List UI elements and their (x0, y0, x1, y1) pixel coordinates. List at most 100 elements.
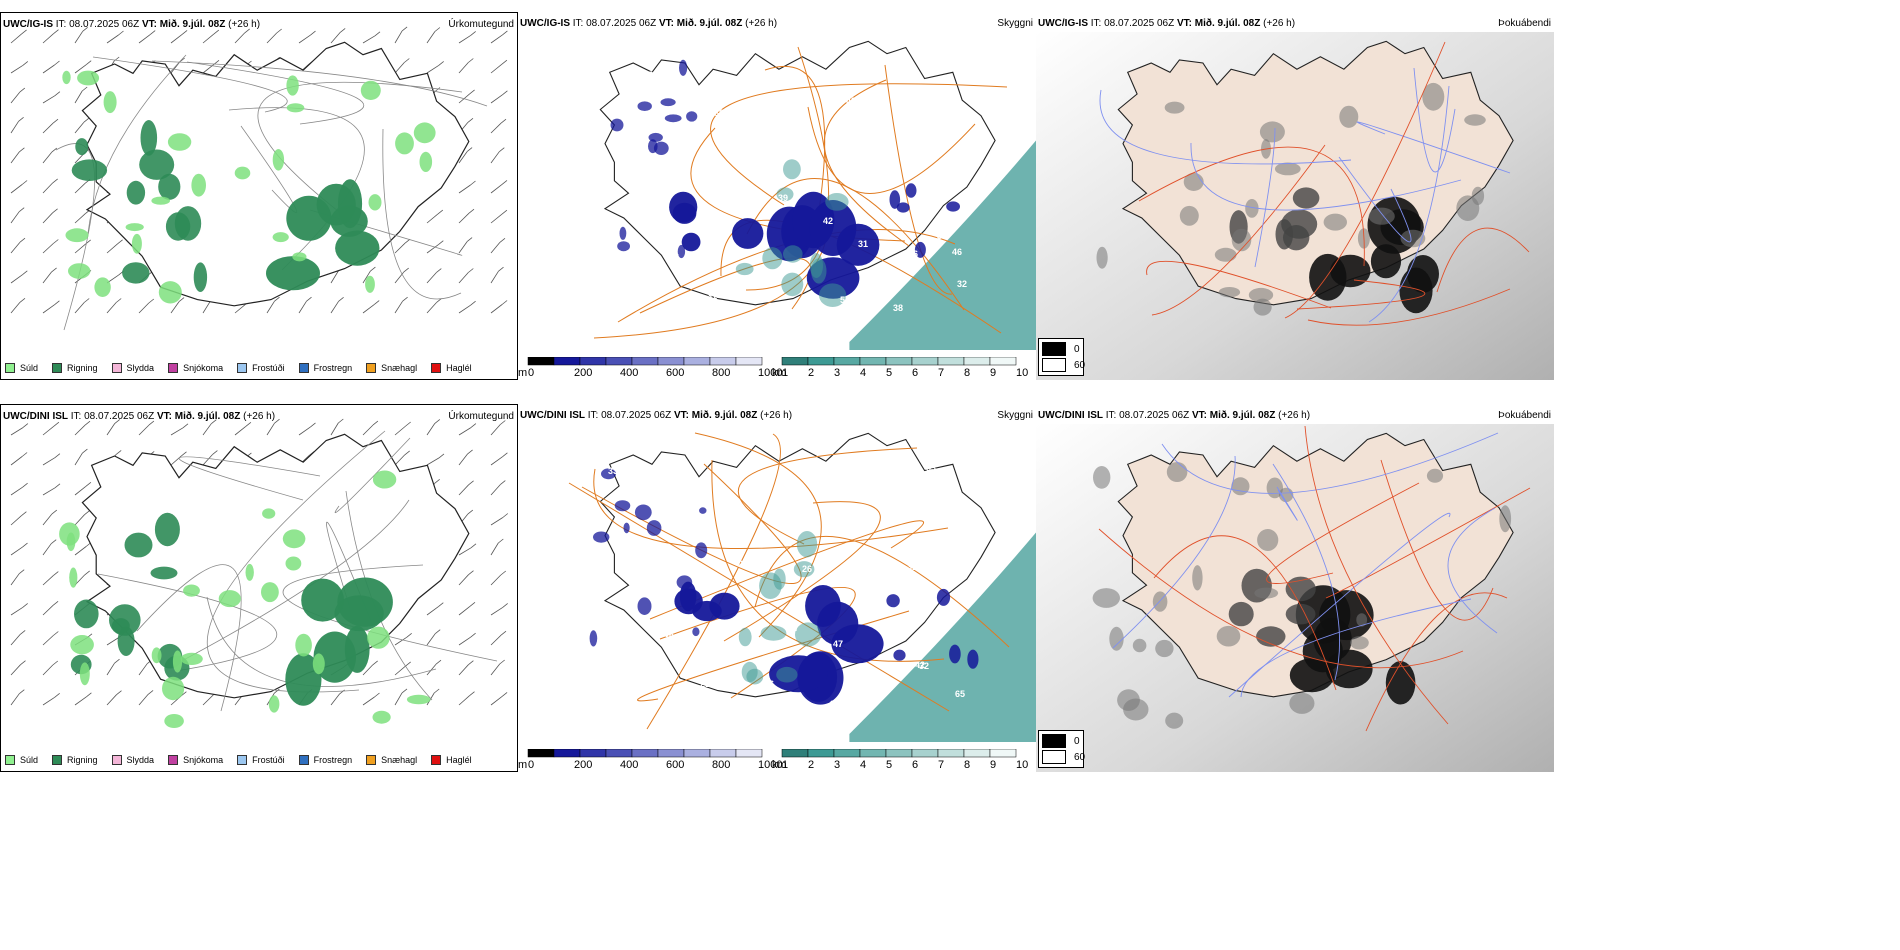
km-tick-label: 5 (886, 367, 893, 379)
km-tick-label: 5 (886, 759, 893, 771)
visibility-m-colorbar: m 0 200 400 600 800 1000 (518, 356, 782, 380)
m-tick-label: 1000 (758, 759, 783, 771)
km-tick-label: 7 (938, 367, 945, 379)
legend-item: Slydda (111, 755, 154, 765)
visibility-m-colorbar: m 0 200 400 600 800 1000 (518, 748, 782, 772)
visibility-value-label: 46 (952, 247, 962, 257)
panel-title: UWC/IG-IS IT: 08.07.2025 06Z VT: Mið. 9.… (1038, 18, 1296, 29)
fog-map (1036, 424, 1554, 772)
km-tick-label: 9 (990, 367, 997, 379)
fog-map (1036, 32, 1554, 380)
km-tick-label: 10 (1016, 759, 1029, 771)
visibility-value-label: 47 (598, 184, 608, 194)
m-tick-label: 400 (620, 367, 639, 379)
visibility-value-label: 38 (893, 303, 903, 313)
visibility-value-label: 77 (910, 157, 920, 167)
visibility-value-label: 86 (908, 249, 918, 259)
km-tick-label: 4 (860, 367, 867, 379)
legend-swatch (168, 363, 179, 373)
fog-index-panel: UWC/DINI ISL IT: 08.07.2025 06Z VT: Mið.… (1036, 404, 1554, 772)
legend-item: Haglél (431, 755, 472, 765)
panel-title: UWC/DINI ISL IT: 08.07.2025 06Z VT: Mið.… (1038, 410, 1311, 421)
fog-legend: 0 60 (1038, 730, 1085, 768)
visibility-map: 47 68 39 67 133 38 46 42 36 35 37 33 31 33 33 26 26 65 64 3… (568, 432, 1036, 742)
visibility-value-label: 126 (965, 469, 980, 479)
visibility-value-label: 94 (722, 81, 732, 91)
visibility-value-label: 179 (877, 174, 892, 184)
m-tick-label: 0 (528, 367, 535, 379)
fog-swatch-white (1042, 750, 1066, 764)
visibility-value-label: 80 (648, 70, 658, 80)
km-tick-label: 2 (808, 759, 815, 771)
legend-swatch (237, 363, 248, 373)
visibility-value-label: 31 (907, 562, 917, 572)
visibility-value-label: 720 (855, 307, 870, 317)
visibility-value-label: 33 (895, 466, 905, 476)
legend-item: Snæhagl (366, 363, 417, 373)
visibility-value-label: 34 (664, 121, 674, 131)
legend-swatch (5, 755, 15, 765)
km-tick-label: 9 (990, 759, 997, 771)
fog-legend: 0 60 (1038, 338, 1085, 376)
panel-field-label: Úrkomutegund (448, 19, 514, 30)
panel-title: UWC/IG-IS IT: 08.07.2025 06Z VT: Mið. 9.… (520, 18, 778, 29)
visibility-value-label: 65 (955, 689, 965, 699)
km-tick-label: 1 (782, 367, 789, 379)
fog-swatch-black (1042, 342, 1066, 356)
visibility-value-label: 48 (846, 96, 856, 106)
visibility-value-label: 31 (707, 291, 717, 301)
legend-item: Súld (5, 363, 38, 373)
visibility-value-label: 26 (669, 616, 679, 626)
visibility-km-colorbar: km 1 2 3 4 5 6 7 8 9 10 (772, 748, 1034, 772)
legend-swatch (366, 755, 377, 765)
legend-swatch (298, 363, 309, 373)
legend-swatch (52, 755, 63, 765)
km-tick-label: 1 (782, 759, 789, 771)
visibility-map: 80 94 86 38 31 37 31 39 57 32 34 39 26 77 38 47 49 48 42 45… (593, 40, 1036, 350)
panel-title: UWC/DINI ISL IT: 08.07.2025 06Z VT: Mið.… (520, 410, 793, 421)
m-tick-label: 1000 (758, 367, 783, 379)
legend-swatch (5, 363, 15, 373)
visibility-value-label: 63 (669, 252, 679, 262)
legend-item: Snjókoma (168, 755, 223, 765)
km-tick-label: 3 (834, 367, 841, 379)
visibility-value-label: 68 (600, 481, 610, 491)
visibility-value-label: 32 (957, 279, 967, 289)
legend-item: Frostregn (298, 755, 352, 765)
legend-swatch (168, 755, 179, 765)
m-tick-label: 800 (712, 367, 731, 379)
km-tick-label: 10 (1016, 367, 1029, 379)
visibility-value-label: 33 (604, 657, 614, 667)
legend-swatch (431, 363, 442, 373)
panel-field-label: Skyggni (997, 18, 1033, 29)
visibility-value-label: 48 (931, 192, 941, 202)
visibility-value-label: 35 (689, 501, 699, 511)
visibility-value-label: 39 (778, 193, 788, 203)
precip-map (10, 26, 508, 331)
visibility-value-label: 37 (876, 162, 886, 172)
precip-type-legend: Súld Rigning Slydda Snjókoma Frostúði Frostre… (5, 755, 486, 765)
visibility-value-label: 38 (862, 570, 872, 580)
legend-item: Frostúði (237, 755, 285, 765)
legend-swatch (52, 363, 63, 373)
fog-swatch-white (1042, 358, 1066, 372)
visibility-value-label: 67 (789, 623, 799, 633)
legend-swatch (111, 755, 122, 765)
legend-item: Snæhagl (366, 755, 417, 765)
visibility-value-label: 26 (962, 66, 972, 76)
legend-item: Snjókoma (168, 363, 223, 373)
legend-swatch (298, 755, 309, 765)
visibility-value-label: 47 (833, 639, 843, 649)
visibility-value-label: 26 (802, 564, 812, 574)
km-tick-label: 2 (808, 367, 815, 379)
visibility-value-label: 45 (981, 139, 991, 149)
panel-title: UWC/IG-IS IT: 08.07.2025 06Z VT: Mið. 9.… (3, 19, 261, 30)
legend-item: Frostregn (298, 363, 352, 373)
legend-item: Haglél (431, 363, 472, 373)
visibility-value-label: 46 (832, 549, 842, 559)
visibility-value-label: 64 (921, 593, 931, 603)
km-tick-label: 4 (860, 759, 867, 771)
visibility-value-label: 217 (738, 559, 753, 569)
km-tick-label: 3 (834, 759, 841, 771)
km-tick-label: 6 (912, 759, 919, 771)
